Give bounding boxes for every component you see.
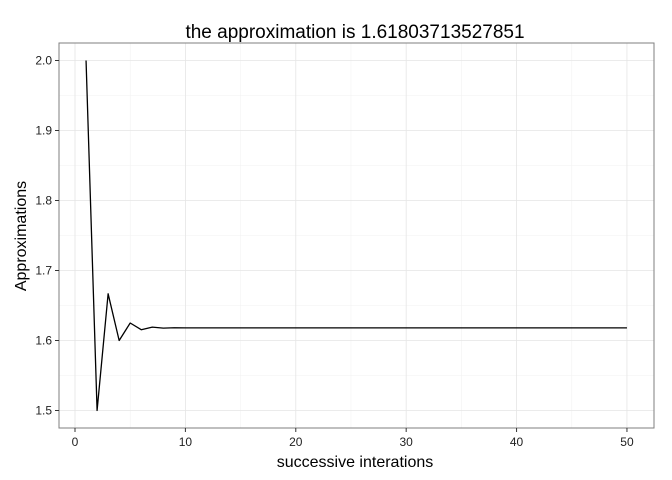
grid: [59, 43, 654, 428]
x-tick-label: 30: [399, 435, 413, 449]
plot-panel: [58, 42, 655, 429]
x-tick-label: 10: [179, 435, 193, 449]
y-tick-label: 1.7: [35, 264, 52, 278]
x-tick-label: 50: [620, 435, 634, 449]
y-tick-label: 2.0: [35, 54, 52, 68]
x-tick-label: 40: [510, 435, 524, 449]
x-axis-title: successive interations: [277, 454, 434, 471]
x-tick-label: 0: [72, 435, 79, 449]
y-axis-title: Approximations: [13, 181, 30, 291]
y-tick-label: 1.5: [35, 404, 52, 418]
y-tick-label: 1.6: [35, 334, 52, 348]
series-line: [85, 60, 627, 412]
chart-title: the approximation is 1.61803713527851: [185, 22, 524, 43]
y-axis: 1.5 1.6 1.7 1.8 1.9 2.0: [35, 54, 59, 418]
y-tick-label: 1.8: [35, 194, 52, 208]
y-tick-label: 1.9: [35, 124, 52, 138]
x-axis: 0 10 20 30 40 50: [72, 428, 634, 449]
series-group: [85, 60, 627, 412]
x-tick-label: 20: [289, 435, 303, 449]
